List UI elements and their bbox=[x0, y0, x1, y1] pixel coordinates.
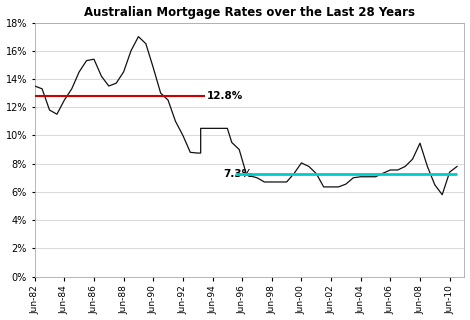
Text: 12.8%: 12.8% bbox=[207, 91, 243, 101]
Title: Australian Mortgage Rates over the Last 28 Years: Australian Mortgage Rates over the Last … bbox=[84, 5, 415, 19]
Text: 7.3%: 7.3% bbox=[223, 169, 252, 179]
